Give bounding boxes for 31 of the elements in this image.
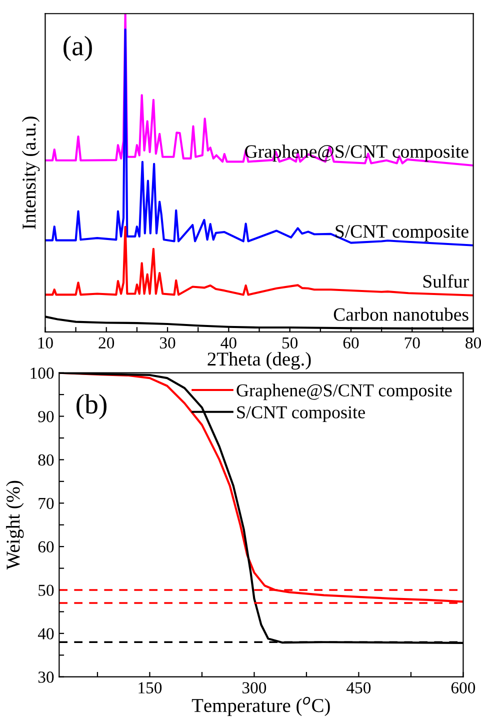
series-label: Sulfur (423, 274, 469, 288)
x-tick-label: 70 (404, 337, 420, 349)
y-axis-title: Intensity (a.u.) (22, 116, 40, 230)
y-tick-label: 40 (38, 628, 54, 640)
x-axis-title: Temperature ($^{o}$C) (192, 696, 330, 716)
y-tick-label: 60 (38, 541, 54, 553)
series-label: S/CNT composite (336, 225, 468, 242)
x-tick-label: 80 (466, 337, 481, 349)
y-tick-label: 100 (30, 368, 54, 379)
y-axis-title: Weight (%) (6, 480, 24, 570)
series-label: Carbon nanotubes (334, 308, 468, 321)
x-tick-label: 40 (220, 337, 236, 349)
legend-label: S/CNT composite (237, 406, 365, 422)
x-tick-label: 60 (343, 337, 359, 349)
x-tick-label: 30 (160, 337, 176, 349)
y-tick-label: 50 (38, 584, 54, 596)
annotation: (b) (76, 394, 106, 420)
x-tick-label: 20 (98, 337, 114, 349)
x-tick-label: 450 (346, 682, 371, 694)
x-tick-label: 300 (242, 682, 266, 694)
x-tick-label: 50 (282, 337, 298, 349)
y-tick-label: 80 (38, 454, 54, 466)
y-tick-label: 30 (38, 672, 54, 683)
y-tick-label: 70 (38, 498, 54, 510)
y-tick-label: 90 (38, 410, 54, 422)
annotation: (a) (64, 36, 92, 62)
x-tick-label: 600 (451, 682, 476, 694)
x-axis-title: 2Theta (deg.) (208, 352, 311, 370)
x-tick-label: 150 (138, 682, 162, 694)
legend-label: Graphene@S/CNT composite (236, 384, 452, 400)
x-tick-label: 10 (38, 337, 53, 349)
